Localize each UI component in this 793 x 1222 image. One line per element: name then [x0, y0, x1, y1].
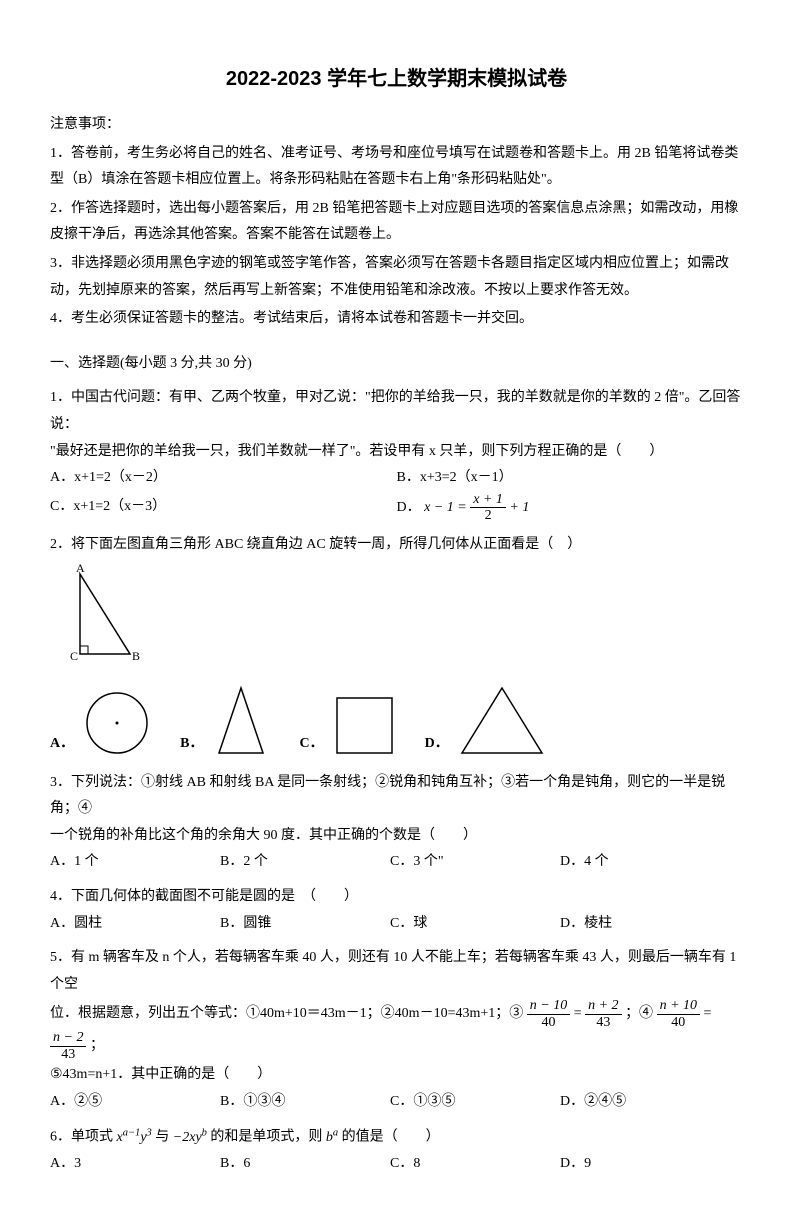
narrow-triangle-icon [211, 683, 271, 758]
option-b: B．圆锥 [220, 911, 390, 938]
option-a: A．1 个 [50, 849, 220, 876]
fraction-icon: n + 2 43 [585, 998, 621, 1030]
section-1-heading: 一、选择题(每小题 3 分,共 30 分) [50, 351, 743, 378]
instructions-heading: 注意事项： [50, 112, 743, 139]
fraction-den: 2 [470, 508, 506, 523]
question-text: 3．下列说法：①射线 AB 和射线 BA 是同一条射线；②锐角和钝角互补；③若一… [50, 770, 743, 823]
q6-mid1: 与 [155, 1130, 173, 1145]
question-text: 6．单项式 xa−1y3 与 −2xyb 的和是单项式，则 ba 的值是（ ） [50, 1123, 743, 1151]
option-d: D．棱柱 [560, 911, 730, 938]
fraction-num: n + 2 [585, 998, 621, 1014]
fraction-num: n − 10 [527, 998, 570, 1014]
option-c: C．8 [390, 1151, 560, 1178]
q6-mid2: 的和是单项式，则 [210, 1130, 326, 1145]
monomial-2: −2xyb [173, 1130, 207, 1145]
fraction-icon: x + 1 2 [470, 492, 506, 524]
option-d-lhs: x − 1 = [424, 500, 470, 515]
instruction-item: 1．答卷前，考生务必将自己的姓名、准考证号、考场号和座位号填写在试题卷和答题卡上… [50, 141, 743, 194]
option-d-label: D． [397, 500, 421, 515]
question-text: 1．中国古代问题：有甲、乙两个牧童，甲对乙说："把你的羊给我一只，我的羊数就是你… [50, 385, 743, 438]
q5-line2-mid: ；④ [625, 1007, 653, 1022]
question-2: 2．将下面左图直角三角形 ABC 绕直角边 AC 旋转一周，所得几何体从正面看是… [50, 532, 743, 758]
option-b: B．2 个 [220, 849, 390, 876]
fraction-den: 43 [585, 1015, 621, 1030]
option-a-label: A． [50, 731, 74, 758]
option-b: B．①③④ [220, 1089, 390, 1116]
question-text: 4．下面几何体的截面图不可能是圆的是 （ ） [50, 884, 743, 911]
option-c: C．3 个" [390, 849, 560, 876]
option-c-label: C． [299, 731, 323, 758]
option-a-figure: A． [50, 688, 152, 758]
square-icon [332, 693, 397, 758]
instruction-item: 2．作答选择题时，选出每小题答案后，用 2B 铅笔把答题卡上对应题目选项的答案信… [50, 196, 743, 249]
option-d: D．9 [560, 1151, 730, 1178]
option-b-label: B． [180, 731, 203, 758]
monomial-1: xa−1y3 [117, 1130, 152, 1145]
option-d-suffix: + 1 [509, 500, 529, 515]
instruction-item: 3．非选择题必须用黑色字迹的钢笔或签字笔作答，答案必须写在答题卡各题目指定区域内… [50, 251, 743, 304]
option-b: B．6 [220, 1151, 390, 1178]
q5-line2-prefix: 位．根据题意，列出五个等式：①40m+10＝43m－1；②40m－10=43m+… [50, 1007, 523, 1022]
question-6: 6．单项式 xa−1y3 与 −2xyb 的和是单项式，则 ba 的值是（ ） … [50, 1123, 743, 1178]
question-text: ⑤43m=n+1．其中正确的是（ ） [50, 1062, 743, 1089]
equals-icon: = [704, 1007, 712, 1022]
wide-triangle-icon [457, 683, 547, 758]
question-text: 2．将下面左图直角三角形 ABC 绕直角边 AC 旋转一周，所得几何体从正面看是… [50, 532, 743, 559]
fraction-num: n − 2 [50, 1030, 86, 1046]
q5-line2-suffix: ； [90, 1038, 104, 1053]
exam-title: 2022-2023 学年七上数学期末模拟试卷 [50, 60, 743, 98]
vertex-c-label: C [70, 649, 78, 663]
fraction-den: 43 [50, 1047, 86, 1062]
option-d: D． x − 1 = x + 1 2 + 1 [397, 492, 744, 524]
question-text: 一个锐角的补角比这个角的余角大 90 度．其中正确的个数是（ ） [50, 823, 743, 850]
option-d: D．4 个 [560, 849, 730, 876]
option-c: C．x+1=2（x－3） [50, 494, 397, 521]
right-triangle-diagram: A C B [70, 564, 743, 675]
option-c: C．球 [390, 911, 560, 938]
option-c: C．①③⑤ [390, 1089, 560, 1116]
option-a: A．3 [50, 1151, 220, 1178]
option-d-label: D． [425, 731, 449, 758]
question-4: 4．下面几何体的截面图不可能是圆的是 （ ） A．圆柱 B．圆锥 C．球 D．棱… [50, 884, 743, 937]
question-text: 5．有 m 辆客车及 n 个人，若每辆客车乘 40 人，则还有 10 人不能上车… [50, 945, 743, 998]
fraction-icon: n − 10 40 [527, 998, 570, 1030]
option-b: B．x+3=2（x－1） [397, 465, 744, 492]
fraction-num: n + 10 [657, 998, 700, 1014]
circle-icon [82, 688, 152, 758]
question-3: 3．下列说法：①射线 AB 和射线 BA 是同一条射线；②锐角和钝角互补；③若一… [50, 770, 743, 876]
question-text: "最好还是把你的羊给我一只，我们羊数就一样了"。若设甲有 x 只羊，则下列方程正… [50, 439, 743, 466]
question-5: 5．有 m 辆客车及 n 个人，若每辆客车乘 40 人，则还有 10 人不能上车… [50, 945, 743, 1115]
option-d: D．②④⑤ [560, 1089, 730, 1116]
vertex-a-label: A [76, 564, 85, 575]
option-a: A．x+1=2（x－2） [50, 465, 397, 492]
expression-ba: ba [326, 1130, 338, 1145]
option-a: A．②⑤ [50, 1089, 220, 1116]
option-a: A．圆柱 [50, 911, 220, 938]
q6-suffix: 的值是（ ） [342, 1130, 440, 1145]
option-d-figure: D． [425, 683, 547, 758]
fraction-num: x + 1 [470, 492, 506, 508]
instructions-block: 注意事项： 1．答卷前，考生务必将自己的姓名、准考证号、考场号和座位号填写在试题… [50, 112, 743, 333]
option-c-figure: C． [299, 693, 396, 758]
option-b-figure: B． [180, 683, 271, 758]
question-text-line2: 位．根据题意，列出五个等式：①40m+10＝43m－1；②40m－10=43m+… [50, 998, 743, 1062]
vertex-b-label: B [132, 649, 140, 663]
equals-icon: = [574, 1007, 585, 1022]
fraction-den: 40 [527, 1015, 570, 1030]
fraction-den: 40 [657, 1015, 700, 1030]
fraction-icon: n − 2 43 [50, 1030, 86, 1062]
question-1: 1．中国古代问题：有甲、乙两个牧童，甲对乙说："把你的羊给我一只，我的羊数就是你… [50, 385, 743, 523]
fraction-icon: n + 10 40 [657, 998, 700, 1030]
instruction-item: 4．考生必须保证答题卡的整洁。考试结束后，请将本试卷和答题卡一并交回。 [50, 306, 743, 333]
q6-prefix: 6．单项式 [50, 1130, 117, 1145]
